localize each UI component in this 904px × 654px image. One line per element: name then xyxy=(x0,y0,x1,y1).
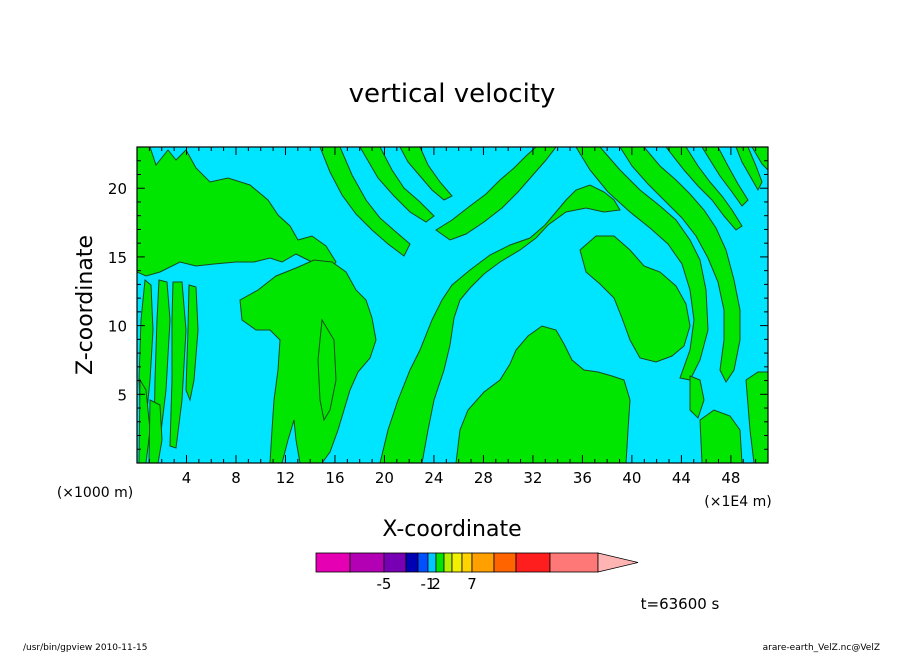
colorbar-cell xyxy=(349,552,385,573)
colorbar-cell xyxy=(315,552,351,573)
positive-velocity-region xyxy=(751,147,768,171)
positive-velocity-region xyxy=(455,325,631,463)
x-tick-label: 24 xyxy=(424,469,443,487)
colorbar-cell xyxy=(493,552,517,573)
positive-velocity-region xyxy=(701,147,749,207)
colorbar-cell xyxy=(451,552,463,573)
x-tick-label: 40 xyxy=(622,469,641,487)
positive-velocity-region xyxy=(317,318,337,422)
x-scale-note-right: (×1E4 m) xyxy=(704,494,771,510)
x-tick-label: 44 xyxy=(672,469,691,487)
positive-velocity-region xyxy=(148,399,163,463)
y-tick-label: 5 xyxy=(117,386,127,404)
positive-velocity-region xyxy=(699,409,743,463)
x-tick-label: 36 xyxy=(573,469,592,487)
positive-velocity-region xyxy=(435,147,557,241)
x-tick-label: 16 xyxy=(325,469,344,487)
colorbar-cell xyxy=(427,552,437,573)
colorbar-cell xyxy=(383,552,407,573)
colorbar-extend-triangle xyxy=(597,552,639,573)
y-tick-label: 20 xyxy=(108,180,127,198)
colorbar-cell xyxy=(443,552,453,573)
x-scale-note-left: (×1000 m) xyxy=(57,485,133,501)
colorbar-cell xyxy=(461,552,473,573)
footer-left: /usr/bin/gpview 2010-11-15 xyxy=(23,643,147,653)
x-axis-label: X-coordinate xyxy=(382,517,521,542)
time-label: t=63600 s xyxy=(641,595,720,613)
x-tick-label: 48 xyxy=(721,469,740,487)
colorbar-cell xyxy=(549,552,599,573)
x-tick-label: 4 xyxy=(182,469,192,487)
colorbar-cell xyxy=(417,552,429,573)
positive-velocity-region xyxy=(619,147,741,383)
positive-velocity-region xyxy=(665,147,743,231)
y-tick-label: 15 xyxy=(108,249,127,267)
colorbar xyxy=(315,552,639,573)
x-tick-label: 8 xyxy=(231,469,241,487)
x-tick-label: 32 xyxy=(523,469,542,487)
x-tick-label: 12 xyxy=(276,469,295,487)
x-tick-label: 20 xyxy=(375,469,394,487)
positive-velocity-region xyxy=(735,147,763,192)
colorbar-tick-label: -1 xyxy=(421,575,436,593)
positive-velocity-region xyxy=(169,281,187,449)
colorbar-tick-label: 7 xyxy=(467,575,477,593)
colorbar-cell xyxy=(405,552,419,573)
footer-right: arare-earth_VelZ.nc@VelZ xyxy=(763,643,880,653)
colorbar-cell xyxy=(471,552,495,573)
positive-velocity-region xyxy=(359,147,435,223)
colorbar-tick-label: 2 xyxy=(431,575,441,593)
y-axis-label: Z-coordinate xyxy=(73,235,98,375)
positive-velocity-region xyxy=(185,284,199,402)
y-tick-label: 10 xyxy=(108,318,127,336)
positive-velocity-region xyxy=(399,147,453,201)
plot-frame xyxy=(136,146,769,464)
colorbar-tick-label: -5 xyxy=(377,575,392,593)
colorbar-cell xyxy=(515,552,551,573)
colorbar-cell xyxy=(435,552,445,573)
positive-velocity-region xyxy=(319,147,411,257)
positive-velocity-region xyxy=(579,235,691,363)
plot-area xyxy=(137,147,768,463)
chart-title: vertical velocity xyxy=(349,79,556,109)
positive-velocity-region xyxy=(239,259,377,463)
positive-velocity-region xyxy=(379,184,621,463)
x-tick-label: 28 xyxy=(474,469,493,487)
positive-velocity-region xyxy=(689,375,705,419)
